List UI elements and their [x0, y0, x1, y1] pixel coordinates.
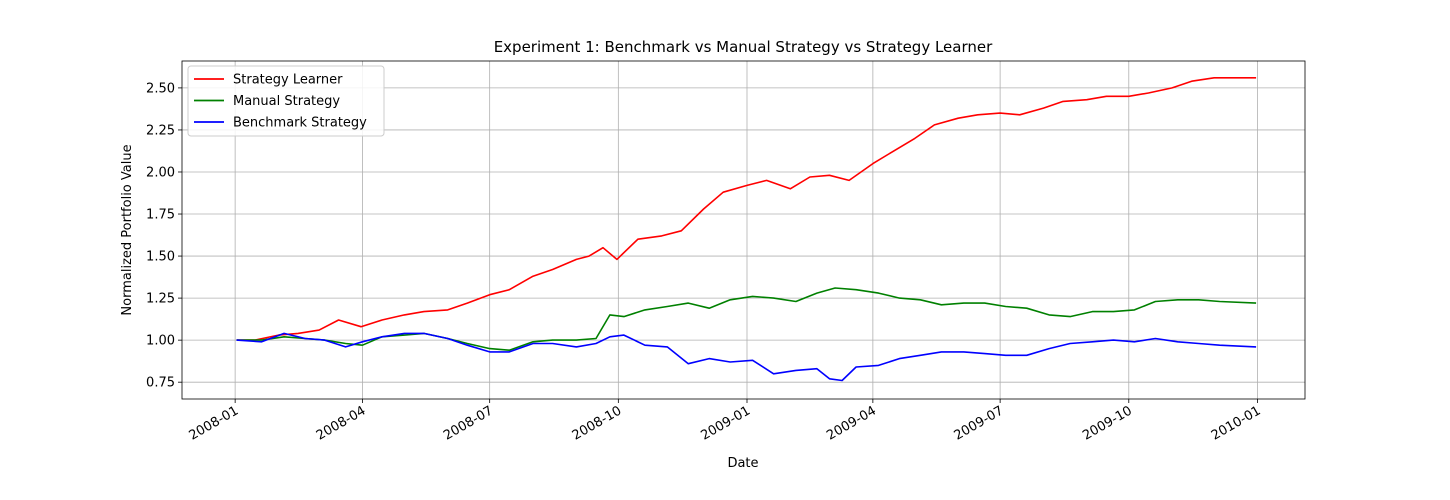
y-tick-label: 1.25	[146, 292, 175, 307]
series-line-1	[236, 287, 1257, 352]
chart-title: Experiment 1: Benchmark vs Manual Strate…	[494, 38, 993, 56]
legend-box	[187, 65, 385, 137]
y-tick-label: 1.00	[146, 334, 175, 349]
legend-label: Strategy Learner	[233, 73, 343, 88]
y-tick-label: 2.00	[146, 165, 175, 180]
legend: Strategy Learner Manual Strategy Benchmark…	[187, 65, 385, 137]
y-tick-label: 1.50	[146, 250, 175, 265]
plot-series	[236, 77, 1257, 382]
y-tick-label: 2.25	[146, 123, 175, 138]
series-line-2	[236, 332, 1257, 382]
y-tick-label: 1.75	[146, 208, 175, 223]
y-tick-label: 0.75	[146, 376, 175, 391]
x-axis-label: Date	[727, 456, 758, 471]
legend-label: Benchmark Strategy	[233, 116, 367, 131]
plot-frame	[181, 60, 1306, 400]
y-tick-label: 2.50	[146, 81, 175, 96]
series-line-0	[236, 77, 1257, 341]
legend-label: Manual Strategy	[233, 94, 340, 109]
y-axis-label: Normalized Portfolio Value	[120, 144, 135, 315]
